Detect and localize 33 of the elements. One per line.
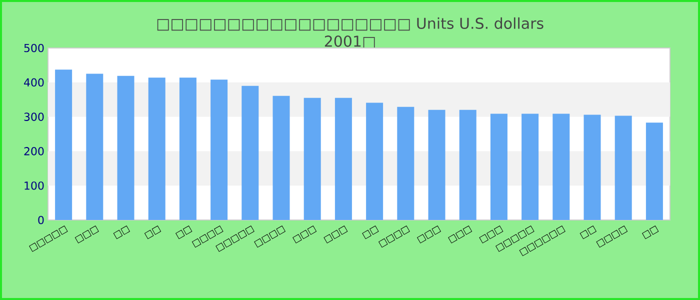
bar (272, 96, 290, 220)
bar (397, 106, 414, 220)
bar (646, 122, 663, 220)
bar (86, 74, 104, 220)
bar (459, 110, 476, 220)
bar (304, 98, 321, 220)
bar (148, 78, 166, 220)
x-tick-label: □□ (175, 226, 192, 240)
bar (117, 76, 134, 220)
chart-title: □□□□□□□□□□□□□□□□□□ Units U.S. dollars (157, 17, 544, 31)
y-tick-label: 0 (38, 216, 44, 224)
bar (366, 102, 384, 220)
bar (242, 86, 259, 220)
bar (55, 70, 72, 220)
y-tick-label: 300 (24, 112, 44, 121)
x-tick-label: □□ (642, 226, 659, 240)
bar (428, 110, 446, 220)
x-tick-label: □□ (113, 226, 130, 240)
bar (490, 114, 508, 220)
bar (179, 78, 196, 220)
x-tick-label: □□ (144, 226, 162, 240)
bar (210, 80, 228, 220)
bar (552, 114, 570, 220)
bar (584, 114, 601, 220)
bar (614, 116, 632, 220)
y-tick-label: 500 (24, 44, 44, 52)
x-tick-label: □□ (580, 226, 597, 240)
y-tick-label: 400 (24, 78, 44, 87)
y-tick-label: 200 (24, 147, 44, 156)
y-tick-label: 100 (24, 181, 44, 190)
bar (334, 98, 352, 220)
bar (522, 114, 539, 220)
x-tick-label: □□ (362, 226, 379, 240)
